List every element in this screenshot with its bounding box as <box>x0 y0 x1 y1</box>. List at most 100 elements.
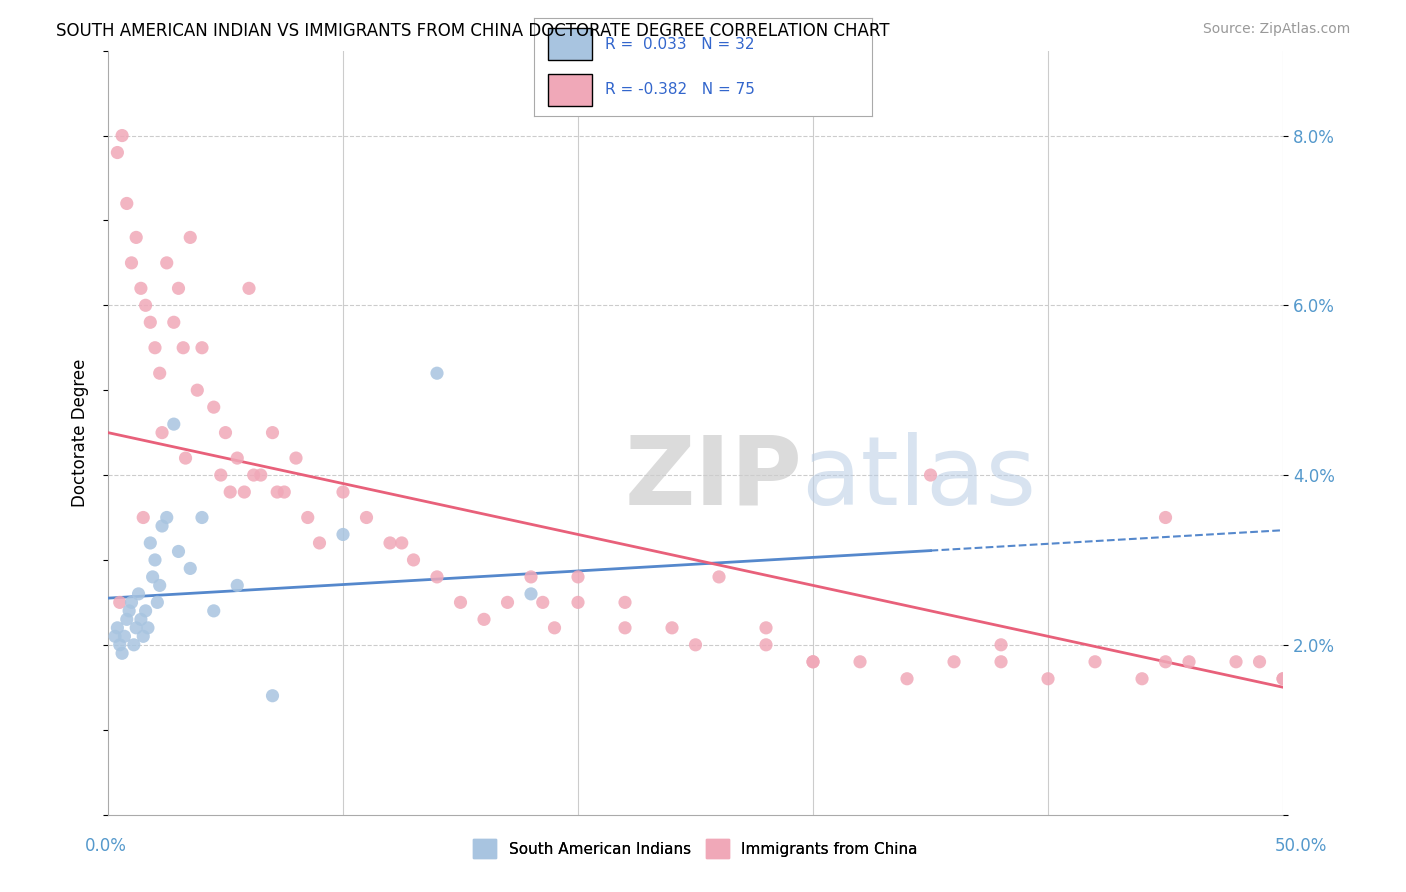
Point <box>226 578 249 592</box>
Point <box>135 298 157 312</box>
Text: R = -0.382   N = 75: R = -0.382 N = 75 <box>605 82 755 97</box>
Point <box>614 595 637 609</box>
Point <box>755 638 778 652</box>
Point <box>1272 672 1295 686</box>
Text: 50.0%: 50.0% <box>1274 837 1327 855</box>
Point <box>104 629 127 643</box>
Point <box>1249 655 1271 669</box>
Point <box>179 230 201 244</box>
Point <box>128 587 150 601</box>
Point <box>1178 655 1201 669</box>
Point <box>426 570 449 584</box>
Point <box>266 485 288 500</box>
Text: SOUTH AMERICAN INDIAN VS IMMIGRANTS FROM CHINA DOCTORATE DEGREE CORRELATION CHAR: SOUTH AMERICAN INDIAN VS IMMIGRANTS FROM… <box>56 22 890 40</box>
Point <box>391 536 413 550</box>
Point <box>472 612 495 626</box>
Point <box>1036 672 1059 686</box>
Point <box>108 638 131 652</box>
Point <box>174 451 197 466</box>
Point <box>273 485 295 500</box>
Point <box>849 655 872 669</box>
Point <box>896 672 918 686</box>
Point <box>105 145 128 160</box>
FancyBboxPatch shape <box>548 74 592 106</box>
Point <box>129 612 152 626</box>
Point <box>685 638 707 652</box>
Point <box>990 638 1012 652</box>
Point <box>156 510 179 524</box>
Point <box>1154 655 1177 669</box>
Point <box>125 230 148 244</box>
Point <box>108 595 131 609</box>
Point <box>520 570 543 584</box>
Text: R =  0.033   N = 32: R = 0.033 N = 32 <box>605 37 755 52</box>
Point <box>163 417 186 431</box>
Point <box>149 366 172 380</box>
FancyBboxPatch shape <box>548 28 592 60</box>
Point <box>990 655 1012 669</box>
Point <box>920 468 942 483</box>
Point <box>531 595 554 609</box>
Point <box>179 561 201 575</box>
Point <box>191 341 214 355</box>
Point <box>129 281 152 295</box>
Point <box>139 536 162 550</box>
Point <box>614 621 637 635</box>
Point <box>118 604 141 618</box>
Y-axis label: Doctorate Degree: Doctorate Degree <box>72 359 89 507</box>
Point <box>1130 672 1153 686</box>
Point <box>132 629 155 643</box>
Point <box>1154 510 1177 524</box>
Point <box>105 621 128 635</box>
Point <box>661 621 683 635</box>
Point <box>167 544 190 558</box>
Point <box>755 621 778 635</box>
Point <box>143 341 166 355</box>
Point <box>1084 655 1107 669</box>
Point <box>332 527 354 541</box>
Point <box>1225 655 1247 669</box>
Point <box>149 578 172 592</box>
Point <box>378 536 401 550</box>
Point <box>121 256 143 270</box>
Point <box>111 646 134 660</box>
Point <box>146 595 169 609</box>
Text: 0.0%: 0.0% <box>84 837 127 855</box>
Text: ZIP: ZIP <box>626 432 803 525</box>
Point <box>132 510 155 524</box>
Point <box>496 595 519 609</box>
Point <box>567 595 589 609</box>
Point <box>308 536 330 550</box>
Point <box>356 510 378 524</box>
Point <box>262 689 284 703</box>
Point <box>402 553 425 567</box>
Point <box>233 485 256 500</box>
Point <box>163 315 186 329</box>
Point <box>567 570 589 584</box>
Point <box>214 425 236 440</box>
Point <box>150 519 173 533</box>
Point <box>943 655 966 669</box>
Point <box>202 604 225 618</box>
Point <box>1272 672 1295 686</box>
Text: Source: ZipAtlas.com: Source: ZipAtlas.com <box>1202 22 1350 37</box>
Point <box>450 595 472 609</box>
Point <box>142 570 165 584</box>
Point <box>172 341 194 355</box>
Point <box>136 621 159 635</box>
Point <box>156 256 179 270</box>
Point <box>219 485 242 500</box>
Point <box>125 621 148 635</box>
Point <box>111 128 134 143</box>
Point <box>122 638 145 652</box>
Point <box>226 451 249 466</box>
Legend: South American Indians, Immigrants from China: South American Indians, Immigrants from … <box>467 833 924 864</box>
Point <box>801 655 824 669</box>
Point <box>543 621 565 635</box>
Point <box>297 510 319 524</box>
Text: atlas: atlas <box>801 432 1036 525</box>
Point <box>262 425 284 440</box>
Point <box>115 612 138 626</box>
Point <box>332 485 354 500</box>
Point <box>114 629 136 643</box>
